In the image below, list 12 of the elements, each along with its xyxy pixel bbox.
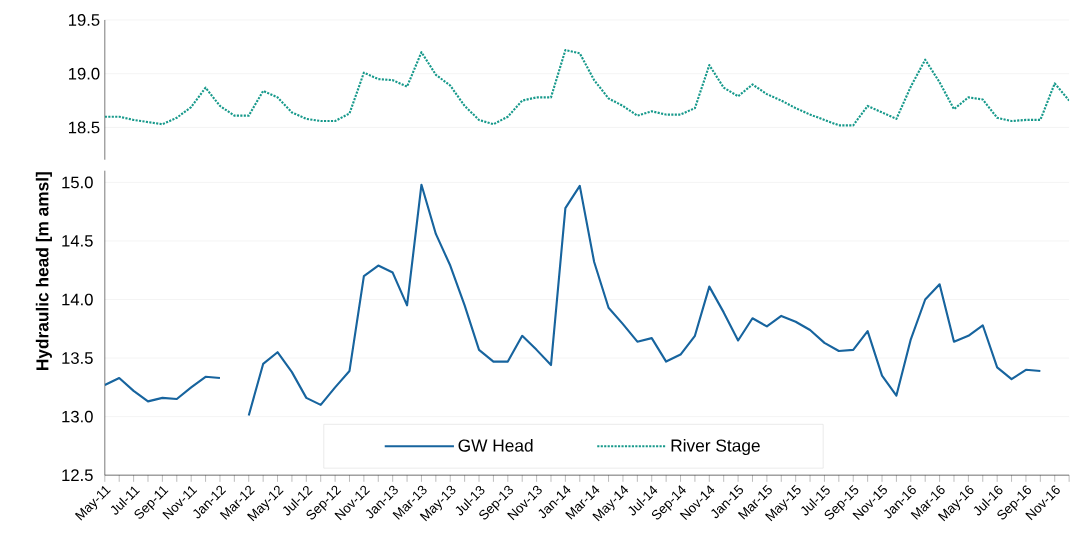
y-tick-label: 12.5 [62,469,93,482]
text: River Stage [671,438,760,456]
y-tick-label: 19.0 [69,67,100,80]
y-tick-label: 18.5 [69,121,100,134]
y-tick-label: 14.0 [62,293,93,306]
legend-label: GW Head [458,438,533,452]
y-tick-label: 14.5 [62,235,93,247]
y-tick-label: 13.0 [62,410,93,423]
y-tick-label: 15.0 [62,176,93,189]
y-tick-label: 19.5 [69,14,100,26]
y-axis-title: Hydraulic head [m amsl] [35,172,52,371]
y-tick-label: 13.5 [62,352,93,364]
